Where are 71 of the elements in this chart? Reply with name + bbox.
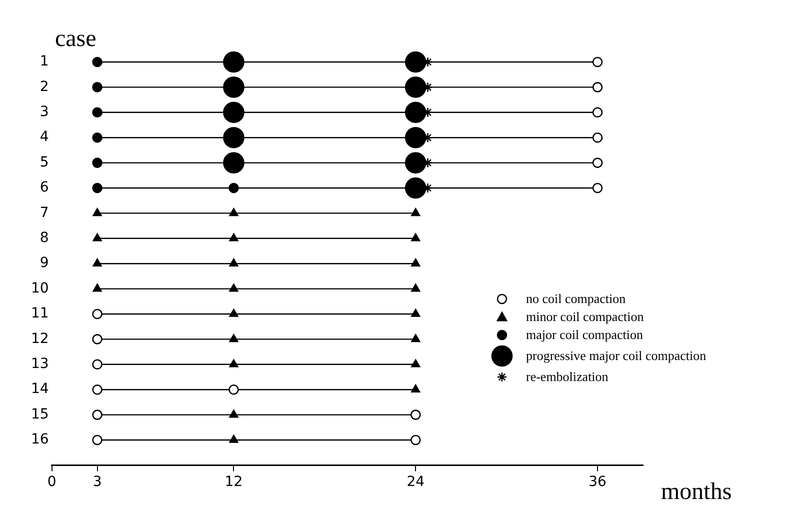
point	[92, 284, 102, 292]
point	[92, 208, 102, 216]
legend-label: no coil compaction	[526, 290, 626, 308]
y-tick-label: 10	[30, 280, 49, 296]
point	[411, 284, 420, 292]
y-tick-label: 11	[30, 306, 49, 322]
y-tick-label: 5	[40, 154, 49, 170]
y-tick-label: 1	[40, 54, 49, 70]
point	[592, 107, 603, 118]
point	[592, 132, 603, 143]
point	[229, 434, 238, 443]
legend-label: re-embolization	[526, 368, 608, 386]
point	[92, 82, 102, 92]
point	[411, 334, 420, 342]
point	[228, 384, 239, 395]
legend-label: minor coil compaction	[526, 308, 644, 326]
point	[229, 410, 238, 418]
point	[592, 158, 603, 168]
point	[92, 258, 102, 266]
point	[92, 56, 102, 68]
point	[92, 384, 102, 395]
y-axis-title: case	[55, 26, 96, 52]
y-tick-label: 8	[40, 230, 49, 246]
point	[228, 182, 239, 194]
y-tick-label: 13	[30, 356, 49, 372]
x-tick-label: 12	[224, 474, 243, 490]
point	[229, 308, 238, 317]
y-tick-label: 12	[30, 330, 49, 347]
y-tick-label: 3	[40, 104, 49, 120]
point	[411, 384, 420, 392]
point	[411, 359, 420, 368]
point	[592, 182, 603, 194]
point	[411, 233, 420, 242]
point	[592, 56, 603, 68]
legend-label: progressive major coil compaction	[526, 347, 706, 365]
y-tick-label: 4	[40, 129, 49, 146]
y-tick-label: 6	[40, 180, 49, 196]
point	[92, 334, 102, 344]
point	[411, 258, 420, 266]
point	[92, 410, 102, 420]
x-tick-label: 0	[47, 474, 56, 490]
point	[92, 132, 102, 143]
point	[92, 107, 102, 118]
point	[229, 258, 238, 266]
point	[92, 308, 102, 320]
y-tick-label: 15	[30, 406, 49, 422]
y-tick-label: 9	[40, 255, 49, 272]
x-tick-label: 24	[406, 474, 425, 490]
point	[410, 410, 421, 420]
x-tick-label: 3	[92, 474, 102, 490]
x-axis-title: months	[661, 479, 732, 506]
point	[411, 308, 420, 317]
point	[229, 334, 238, 342]
point	[229, 284, 238, 292]
point	[229, 359, 238, 368]
point	[92, 158, 102, 168]
legend-label: major coil compaction	[526, 326, 643, 344]
point	[92, 359, 102, 370]
point	[229, 233, 238, 242]
y-tick-label: 2	[40, 78, 49, 95]
point	[229, 208, 238, 216]
x-tick-label: 36	[588, 474, 607, 490]
point	[592, 82, 603, 92]
point	[92, 434, 102, 446]
point	[410, 434, 421, 446]
point	[411, 208, 420, 216]
y-tick-label: 7	[40, 204, 49, 221]
y-tick-label: 14	[30, 381, 49, 398]
point	[92, 233, 102, 242]
y-tick-label: 16	[30, 432, 49, 448]
point	[92, 182, 102, 194]
